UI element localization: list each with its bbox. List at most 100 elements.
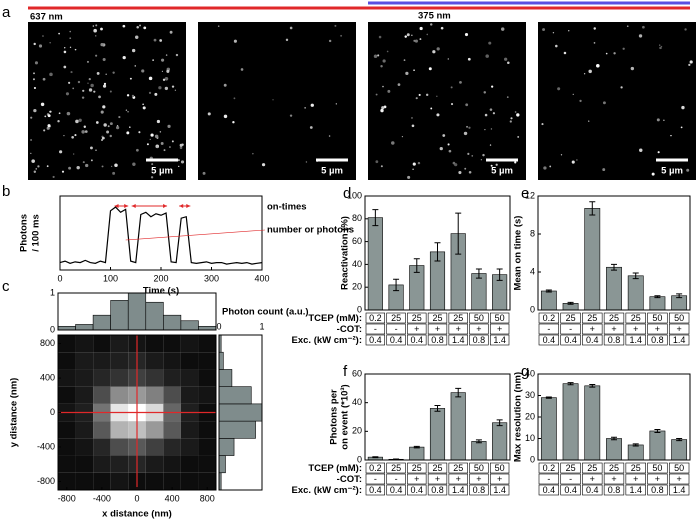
table-cell-text: + <box>414 474 419 484</box>
fluorescent-spot <box>240 68 244 71</box>
heatmap-cell <box>180 438 199 456</box>
fluorescent-spot <box>380 165 383 168</box>
table-cell-text: 0.4 <box>369 335 382 345</box>
heatmap-cell <box>110 438 129 456</box>
fluorescent-spot <box>112 171 116 175</box>
fluorescent-spot <box>37 165 40 168</box>
fluorescent-spot <box>448 149 452 153</box>
fluorescent-spot <box>158 86 162 90</box>
fluorescent-spot <box>660 45 663 48</box>
fluorescent-spot <box>596 63 600 68</box>
table-cell-text: + <box>476 474 481 484</box>
table-cell-text: 0.8 <box>431 335 444 345</box>
fluorescent-spot <box>57 120 60 123</box>
photon-trace <box>59 206 263 265</box>
table-cell <box>668 312 690 324</box>
table-cell <box>386 484 406 496</box>
table-cell <box>603 323 625 335</box>
y-tick-label: 0 <box>50 324 55 334</box>
fluorescent-spot <box>106 130 110 134</box>
x-tick-label: 100 <box>103 273 118 283</box>
heatmap-cell <box>58 335 76 353</box>
fluorescent-spot <box>142 106 146 110</box>
fluorescent-spot <box>161 58 165 62</box>
fluorescent-spot <box>63 65 67 69</box>
fluorescent-spot <box>164 77 169 81</box>
fluorescent-spot <box>46 165 49 168</box>
fluorescent-spot <box>489 108 493 111</box>
table-cell-text: 1.4 <box>629 485 642 495</box>
table-cell-text: 25 <box>609 313 619 323</box>
histogram-bar <box>218 420 256 439</box>
fluorescent-spot <box>404 35 407 38</box>
histogram-bar <box>198 325 217 331</box>
bar <box>606 266 622 311</box>
fluorescent-spot <box>143 26 147 30</box>
fluorescent-spot <box>501 27 505 31</box>
fluorescent-spot <box>103 82 107 85</box>
heatmap-cell <box>58 421 76 439</box>
fluorescent-spot <box>579 99 582 103</box>
fluorescent-spot <box>83 125 86 128</box>
table-cell-text: - <box>395 324 398 334</box>
y-axis-label: Reactivation (%) <box>340 216 351 290</box>
table-cell <box>668 484 690 496</box>
heatmap-cell <box>93 438 111 456</box>
fluorescent-spot <box>169 146 171 148</box>
fluorescent-spot <box>670 134 672 137</box>
error-bar <box>496 268 503 281</box>
fluorescent-spot <box>90 83 94 88</box>
table-cell <box>560 334 581 346</box>
fluorescent-spot <box>30 152 32 155</box>
fluorescent-spot <box>150 176 154 179</box>
fluorescent-spot <box>626 25 629 28</box>
table-cell <box>469 473 489 485</box>
fluorescent-spot <box>166 69 170 73</box>
table-cell <box>407 312 427 324</box>
error-bar <box>455 212 462 255</box>
fluorescent-spot <box>88 88 93 92</box>
table-cell <box>668 473 690 485</box>
table-cell-text: + <box>497 474 502 484</box>
fluorescent-spot <box>482 153 485 157</box>
fluorescent-spot <box>463 131 468 136</box>
fluorescent-spot <box>134 65 137 67</box>
fluorescent-spot <box>114 163 118 167</box>
heatmap-cell <box>163 438 181 456</box>
y-tick-label: 1 <box>50 287 55 297</box>
fluorescent-spot <box>58 32 60 35</box>
heatmap-cell <box>75 455 94 473</box>
fluorescent-spot <box>58 112 61 115</box>
table-cell-text: 0.4 <box>586 335 599 345</box>
table-cell-text: + <box>677 324 682 334</box>
table-cell <box>560 312 581 324</box>
fluorescent-spot <box>485 54 489 58</box>
y-tick-label: 100 <box>347 190 362 200</box>
heatmap-cell <box>145 438 164 456</box>
heatmap-cell <box>198 455 216 473</box>
heatmap-cell <box>198 335 216 353</box>
heatmap-cell <box>145 335 164 353</box>
heatmap-cell <box>180 455 199 473</box>
fluorescent-spot <box>517 135 520 138</box>
annotation: on-times <box>267 202 307 213</box>
fluorescent-spot <box>100 27 103 31</box>
table-cell <box>582 484 603 496</box>
y-tick-label: 20 <box>525 411 535 421</box>
fluorescent-spot <box>541 123 544 126</box>
heatmap-cell <box>163 352 181 370</box>
table-row-label: Exc. (kW cm⁻²): <box>292 335 362 346</box>
fluorescent-spot <box>109 134 112 138</box>
histogram-bar <box>180 320 199 331</box>
fluorescent-spot <box>583 73 586 75</box>
heatmap-cell <box>163 335 181 353</box>
fluorescent-spot <box>328 39 332 43</box>
error-bar <box>393 278 400 292</box>
fluorescent-spot <box>309 126 313 129</box>
fluorescent-spot <box>458 170 462 175</box>
fluorescent-spot <box>468 170 472 174</box>
heatmap-cell <box>163 386 181 404</box>
table-cell <box>647 484 668 496</box>
table-cell-text: 25 <box>587 313 597 323</box>
fluorescent-spot <box>49 110 52 113</box>
